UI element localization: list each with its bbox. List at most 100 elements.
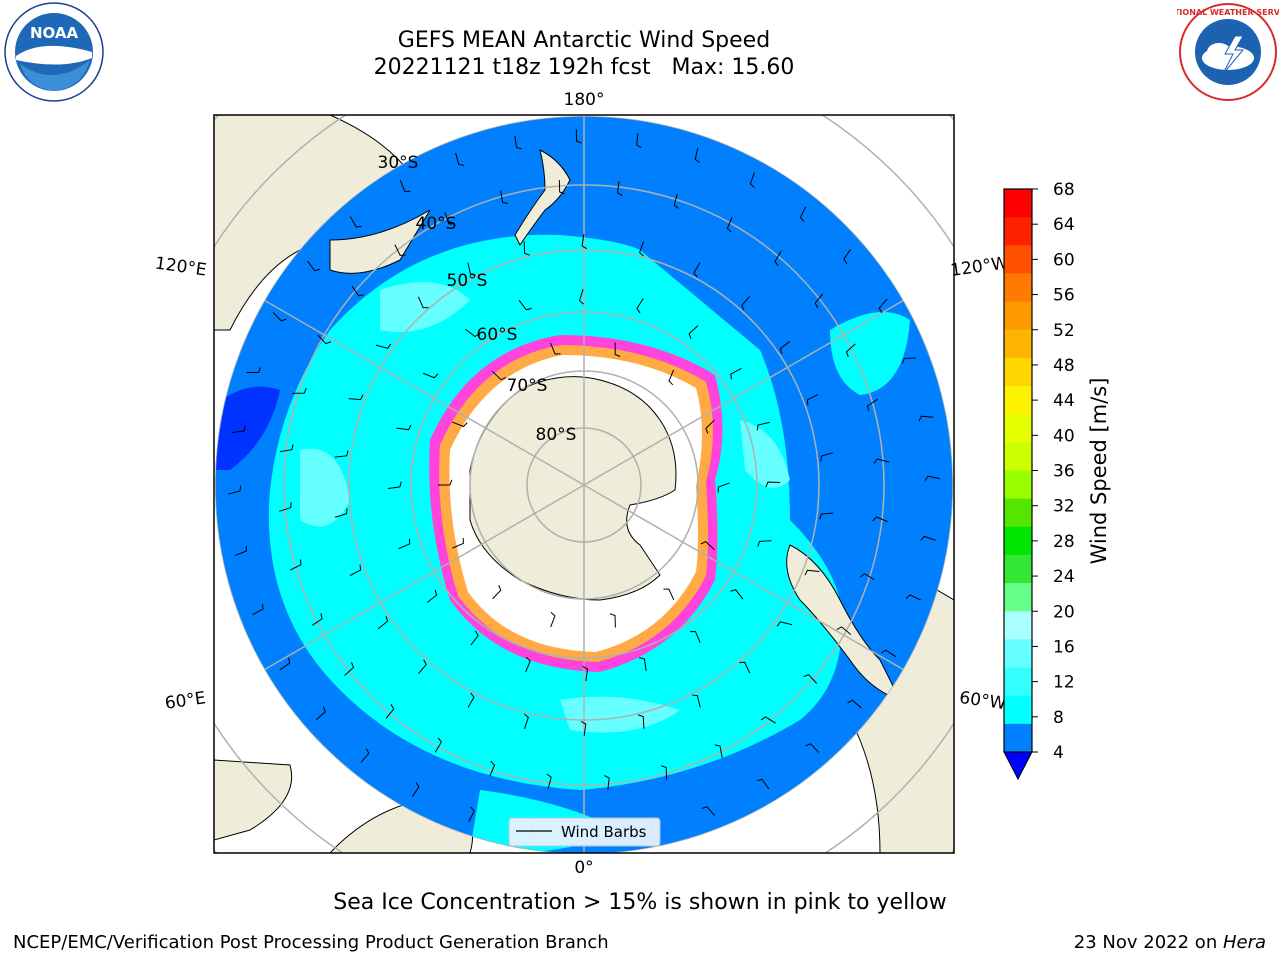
- wind-barb: [859, 573, 876, 581]
- chart-title: GEFS MEAN Antarctic Wind Speed: [397, 28, 771, 53]
- wind-barb: [232, 425, 246, 433]
- wind-barb: [417, 296, 429, 309]
- colorbar-tick-label: 60: [1053, 250, 1075, 270]
- wind-barb: [581, 233, 587, 250]
- lon-label-60e: 60°E: [164, 688, 207, 713]
- wind-barb: [580, 720, 587, 737]
- noaa-logo-text: NOAA: [30, 24, 79, 42]
- wind-barb: [387, 481, 402, 490]
- wind-barb: [426, 589, 438, 603]
- wind-barb: [317, 334, 332, 345]
- wind-barb: [316, 706, 326, 721]
- wind-barb: [398, 538, 411, 550]
- wind-barb: [705, 419, 715, 434]
- wind-barb: [774, 250, 782, 267]
- wind-barb: [701, 806, 716, 817]
- wind-barb: [878, 298, 888, 314]
- wind-barb: [311, 613, 323, 626]
- colorbar-tick-label: 12: [1053, 673, 1075, 693]
- wind-barb: [845, 343, 856, 358]
- wind-barb: [814, 293, 824, 309]
- wind-barb: [799, 206, 807, 222]
- wind-barb: [730, 367, 742, 380]
- wind-barb: [730, 589, 744, 600]
- wind-barb: [604, 775, 610, 791]
- wind-barb: [467, 262, 476, 276]
- wind-barb: [348, 394, 364, 401]
- wind-barb: [349, 564, 362, 577]
- wind-barb: [609, 613, 616, 628]
- wind-barb: [394, 244, 406, 256]
- wind-barb: [688, 325, 699, 339]
- wind-barb: [437, 479, 453, 486]
- wind-barb: [636, 133, 642, 149]
- wind-barb: [741, 296, 751, 311]
- lat-label-80s: 80°S: [536, 425, 577, 445]
- wind-barb: [803, 674, 818, 684]
- wind-barb: [660, 765, 668, 780]
- colorbar-cell: [1004, 723, 1032, 753]
- wind-barb: [289, 559, 302, 571]
- lat-label-70s: 70°S: [507, 376, 548, 396]
- wind-barb: [694, 147, 700, 163]
- lon-label-0: 0°: [574, 858, 593, 878]
- colorbar-cell: [1004, 301, 1032, 331]
- wind-barb: [377, 615, 389, 630]
- wind-barb: [455, 152, 465, 166]
- wind-barb: [872, 516, 888, 523]
- footer-credit: NCEP/EMC/Verification Post Processing Pr…: [13, 932, 609, 953]
- wind-barb: [525, 656, 531, 673]
- wind-barb: [272, 311, 287, 322]
- lon-label-120w: 120°W: [949, 253, 1009, 281]
- colorbar-cell: [1004, 245, 1032, 274]
- wind-barb: [806, 394, 819, 406]
- wind-barb: [360, 748, 370, 763]
- colorbar-cell: [1004, 695, 1032, 725]
- colorbar-cell: [1004, 442, 1032, 471]
- wind-barb: [279, 502, 292, 512]
- wind-barb: [920, 535, 936, 541]
- wind-barb: [375, 343, 392, 349]
- wind-barb: [668, 369, 675, 386]
- colorbar-tick-label: 28: [1053, 532, 1075, 552]
- wind-barb: [399, 180, 411, 192]
- colorbar-tick-label: 48: [1053, 356, 1075, 376]
- meridian-lines: [249, 116, 919, 853]
- wind-barb: [292, 387, 307, 394]
- wind-barb: [639, 241, 645, 257]
- colorbar-cell: [1004, 554, 1032, 584]
- wind-barb: [663, 588, 675, 601]
- chart-subtitle: 20221121 t18z 192h fcst Max: 15.60: [373, 55, 795, 80]
- wind-barb: [492, 370, 507, 381]
- wind-barb: [582, 665, 588, 682]
- wind-barb: [901, 357, 917, 364]
- wind-barb: [558, 179, 565, 195]
- colorbar-tick-label: 52: [1053, 321, 1075, 341]
- colorbar-cell: [1004, 217, 1032, 246]
- noaa-logo: NOAA: [4, 2, 104, 102]
- wind-barbs: [228, 129, 940, 841]
- wind-barb: [820, 452, 834, 462]
- wind-barb: [714, 744, 723, 758]
- colorbar-cell: [1004, 583, 1032, 612]
- wind-barb: [756, 421, 770, 431]
- wind-barb: [690, 631, 701, 643]
- wind-barb: [465, 328, 480, 338]
- wind-barb: [881, 649, 897, 658]
- legend: Wind Barbs: [508, 817, 661, 847]
- wind-barb: [334, 450, 349, 458]
- wind-barb: [489, 760, 496, 777]
- wind-barb: [638, 714, 645, 729]
- wind-barb: [614, 342, 621, 357]
- wind-barb: [452, 421, 468, 428]
- wind-barb: [905, 594, 922, 601]
- wind-barb: [228, 485, 242, 495]
- colorbar-tick-label: 56: [1053, 286, 1075, 306]
- wind-barb: [550, 342, 561, 355]
- wind-barb: [418, 659, 427, 674]
- wind-barb: [691, 694, 701, 708]
- colorbar-tick-label: 40: [1053, 426, 1075, 446]
- colorbar-cell: [1004, 667, 1032, 697]
- colorbar-cell: [1004, 273, 1032, 303]
- colorbar-cell: [1004, 639, 1032, 669]
